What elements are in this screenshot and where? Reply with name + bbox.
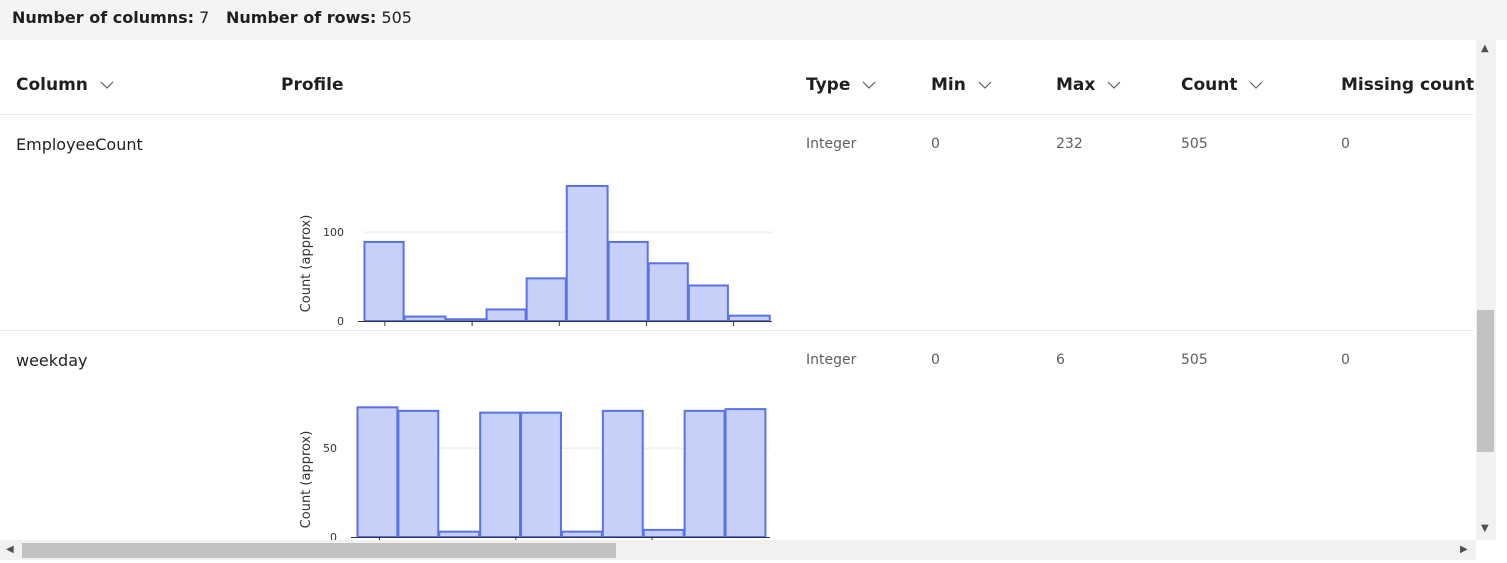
column-name: EmployeeCount <box>16 135 143 154</box>
row-divider <box>0 330 1474 331</box>
profile-grid: Column Profile Type Min Max Count Missin… <box>0 40 1476 540</box>
histogram-bar <box>601 409 644 539</box>
header-profile: Profile <box>281 75 343 95</box>
count-value: 505 <box>1181 136 1208 152</box>
histogram-bar <box>683 409 726 539</box>
y-tick-label: 0 <box>330 531 337 540</box>
columns-label: Number of columns: <box>12 8 195 27</box>
chevron-down-icon[interactable] <box>100 80 114 90</box>
histogram-bar <box>397 409 440 539</box>
header-min[interactable]: Min <box>931 75 992 95</box>
triangle-right-icon[interactable]: ▶ <box>1460 544 1468 555</box>
min-value: 0 <box>931 352 940 368</box>
header-count-label: Count <box>1181 75 1238 95</box>
histogram-bar <box>363 240 405 322</box>
header-missing-label: Missing count <box>1341 75 1475 95</box>
triangle-down-icon[interactable]: ▼ <box>1481 523 1489 534</box>
header-column[interactable]: Column <box>16 75 114 95</box>
type-value: Integer <box>806 352 857 368</box>
vertical-scrollbar[interactable]: ▲ ▼ <box>1476 40 1496 540</box>
rows-label: Number of rows: <box>226 8 377 27</box>
header-count[interactable]: Count <box>1181 75 1263 95</box>
header-column-label: Column <box>16 75 88 95</box>
histogram-bar <box>479 411 522 538</box>
y-tick-label: 50 <box>323 442 337 455</box>
horizontal-scroll-thumb[interactable] <box>22 543 616 558</box>
type-value: Integer <box>806 136 857 152</box>
y-axis-label: Count (approx) <box>299 431 314 529</box>
triangle-left-icon[interactable]: ◀ <box>6 544 14 555</box>
missing-count-value: 0 <box>1341 352 1350 368</box>
histogram-bar <box>438 530 481 538</box>
columns-summary: Number of columns: 7 <box>12 8 209 27</box>
histogram-bar <box>445 318 487 322</box>
header-max-label: Max <box>1056 75 1096 95</box>
chevron-down-icon[interactable] <box>862 80 876 90</box>
histogram-bar <box>687 284 729 322</box>
header-missing-count[interactable]: Missing count <box>1341 75 1476 95</box>
missing-count-value: 0 <box>1341 136 1350 152</box>
header-max[interactable]: Max <box>1056 75 1121 95</box>
histogram-bar <box>724 408 767 538</box>
count-value: 505 <box>1181 352 1208 368</box>
chevron-down-icon[interactable] <box>1249 80 1263 90</box>
histogram-bar <box>642 528 685 538</box>
rows-summary: Number of rows: 505 <box>226 8 412 27</box>
histogram-bar <box>727 314 771 322</box>
y-tick-label: 0 <box>337 315 344 328</box>
histogram-bar <box>520 411 562 538</box>
rows-value: 505 <box>381 8 412 27</box>
columns-value: 7 <box>199 8 210 27</box>
header-type-label: Type <box>806 75 851 95</box>
histogram-bar <box>647 262 689 322</box>
y-axis-label: Count (approx) <box>299 215 314 313</box>
summary-bar: Number of columns: 7 Number of rows: 505 <box>0 0 1507 40</box>
vertical-scroll-thumb[interactable] <box>1477 310 1494 452</box>
histogram-bar <box>485 308 527 323</box>
header-profile-label: Profile <box>281 75 344 95</box>
histogram-bar <box>403 315 447 322</box>
histogram-bar <box>525 277 567 323</box>
histogram-bar <box>356 406 399 538</box>
max-value: 6 <box>1056 352 1065 368</box>
triangle-up-icon[interactable]: ▲ <box>1481 43 1489 54</box>
column-name: weekday <box>16 351 88 370</box>
chevron-down-icon[interactable] <box>1107 80 1121 90</box>
y-tick-label: 100 <box>323 226 344 239</box>
histogram-bar <box>565 185 609 322</box>
chevron-down-icon[interactable] <box>978 80 992 90</box>
header-divider <box>0 114 1474 115</box>
histogram-bar <box>560 530 603 538</box>
header-min-label: Min <box>931 75 966 95</box>
header-type[interactable]: Type <box>806 75 876 95</box>
histogram-bar <box>607 240 649 322</box>
horizontal-scrollbar[interactable]: ◀ ▶ <box>0 540 1476 560</box>
min-value: 0 <box>931 136 940 152</box>
max-value: 232 <box>1056 136 1083 152</box>
